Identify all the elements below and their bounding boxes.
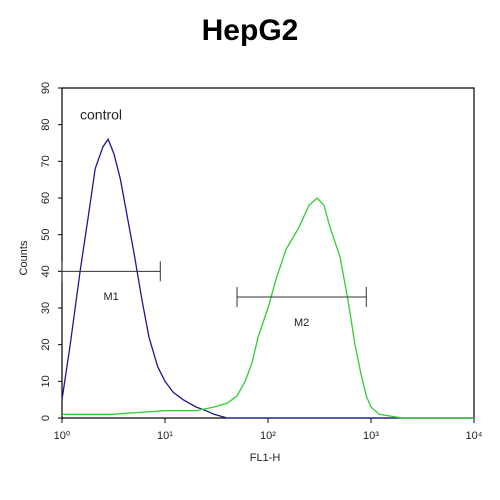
marker-label: M1 (104, 291, 119, 303)
x-tick-label: 10² (260, 430, 276, 442)
y-tick-label: 20 (40, 339, 52, 351)
y-tick-label: 30 (40, 302, 52, 314)
chart-title: HepG2 (202, 14, 299, 47)
y-tick-label: 50 (40, 229, 52, 241)
plot-frame (61, 87, 475, 419)
x-axis-label: FL1-H (250, 452, 281, 464)
histogram-line (62, 197, 474, 419)
y-tick-label: 70 (40, 155, 52, 167)
x-tick-label: 10¹ (157, 430, 173, 442)
marker-label: M2 (294, 317, 309, 329)
x-tick-label: 10⁴ (466, 430, 483, 442)
x-tick-label: 10⁰ (54, 430, 71, 442)
series-label: control (80, 107, 122, 123)
histogram-line (61, 137, 474, 419)
y-tick-label: 0 (40, 415, 52, 421)
y-tick-label: 60 (40, 192, 52, 204)
y-tick-label: 90 (40, 82, 52, 94)
y-tick-label: 40 (40, 265, 52, 277)
y-tick-label: 80 (40, 119, 52, 131)
y-axis-label: Counts (18, 240, 30, 275)
x-tick-label: 10³ (363, 430, 379, 442)
y-tick-label: 10 (40, 375, 52, 387)
